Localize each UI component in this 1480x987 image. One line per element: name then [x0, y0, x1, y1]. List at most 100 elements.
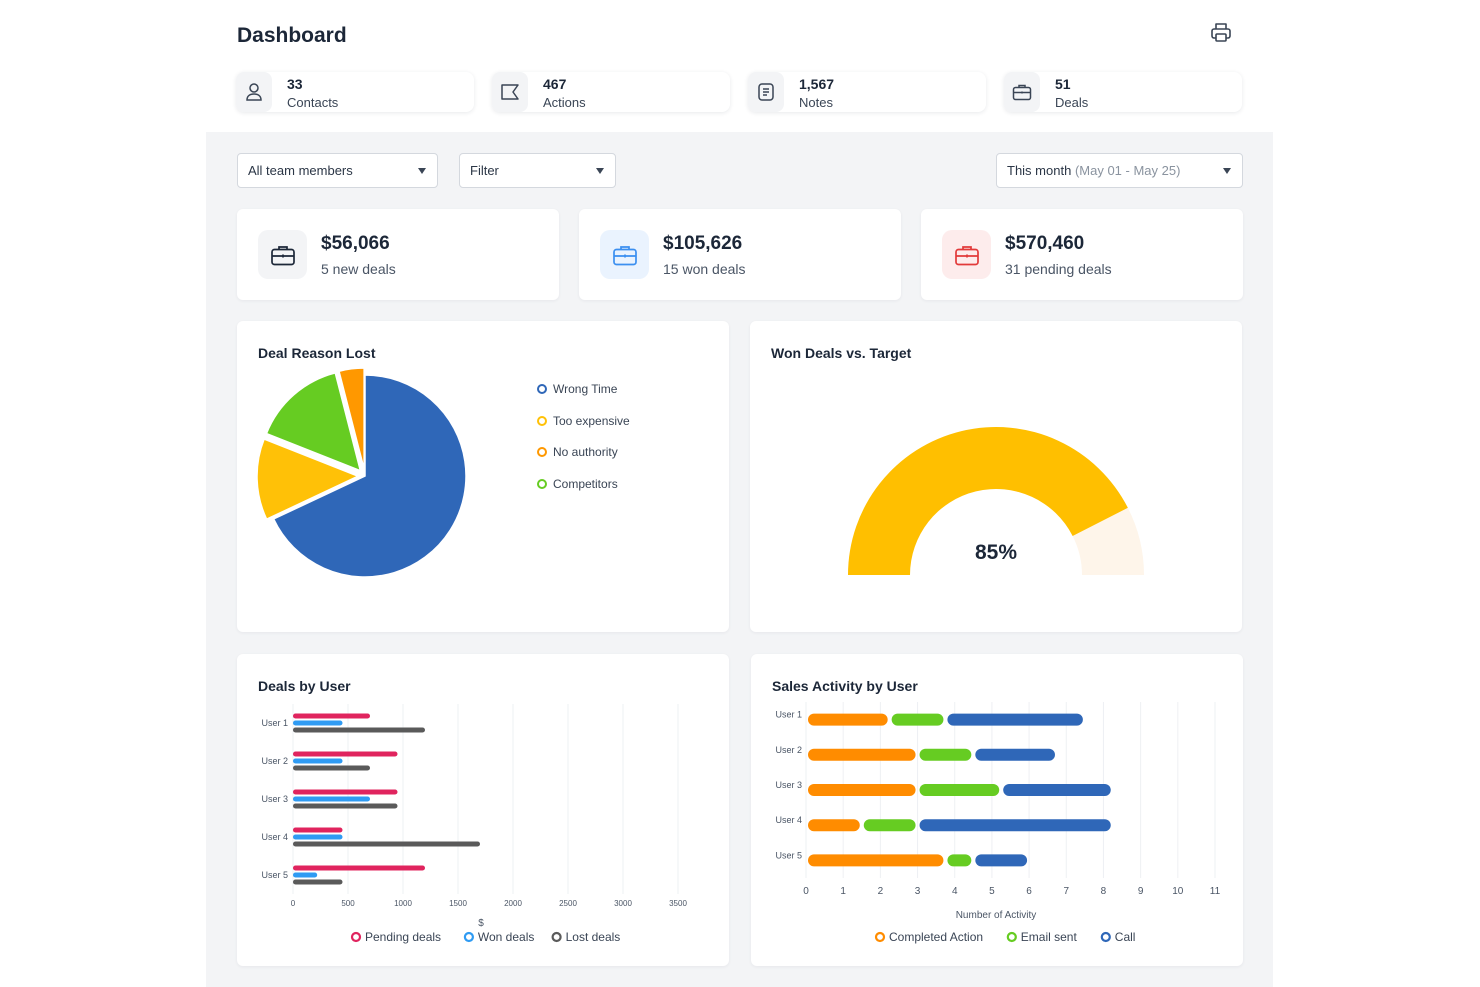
bar-completed-action-user-5[interactable] [808, 854, 944, 867]
stat-label: Deals [1055, 95, 1089, 110]
x-axis-label: $ [478, 918, 484, 929]
x-tick-label: 10 [1172, 886, 1184, 897]
bar-call-user-2[interactable] [975, 748, 1055, 761]
x-tick-label: 11 [1210, 886, 1221, 897]
bar-call-user-4[interactable] [919, 819, 1111, 832]
bar-won-deals-user-2[interactable] [293, 758, 343, 764]
legend-item-no-authority[interactable]: No authority [537, 445, 618, 459]
deal-label: 31 pending deals [1005, 261, 1112, 277]
bar-pending-deals-user-1[interactable] [293, 713, 370, 719]
bar-email-sent-user-4[interactable] [863, 819, 916, 832]
chevron-down-icon [596, 168, 604, 174]
stat-card-actions[interactable]: 467 Actions [492, 72, 730, 112]
bar-completed-action-user-4[interactable] [808, 819, 860, 832]
pie-slice-wrong-time[interactable] [272, 374, 467, 578]
stat-card-contacts[interactable]: 33 Contacts [236, 72, 474, 112]
gauge-fill [848, 426, 1128, 575]
bar-email-sent-user-1[interactable] [891, 713, 944, 726]
bar-lost-deals-user-4[interactable] [293, 841, 480, 847]
y-category-label: User 5 [775, 850, 802, 860]
bar-won-deals-user-5[interactable] [293, 872, 318, 878]
bar-completed-action-user-3[interactable] [808, 784, 916, 796]
y-category-label: User 1 [775, 710, 802, 720]
team-member-select[interactable]: All team members [237, 153, 438, 188]
legend-item-pending-deals[interactable]: Pending deals [350, 930, 441, 944]
bar-completed-action-user-1[interactable] [808, 713, 888, 726]
legend-item-lost-deals[interactable]: Lost deals [551, 930, 621, 944]
bar-pending-deals-user-3[interactable] [293, 789, 398, 795]
deal-card-pending[interactable]: $570,460 31 pending deals [921, 209, 1243, 300]
bar-lost-deals-user-3[interactable] [293, 803, 398, 809]
panel-title: Sales Activity by User [772, 678, 918, 694]
legend-label: Wrong Time [553, 382, 618, 396]
bar-won-deals-user-4[interactable] [293, 834, 343, 840]
legend-label: Completed Action [889, 930, 983, 944]
note-icon [758, 83, 774, 101]
bar-won-deals-user-1[interactable] [293, 720, 343, 726]
user-icon [246, 83, 262, 101]
bar-pending-deals-user-2[interactable] [293, 751, 398, 757]
bar-email-sent-user-2[interactable] [919, 748, 972, 761]
y-category-label: User 2 [775, 745, 802, 755]
stat-card-deals[interactable]: 51 Deals [1004, 72, 1242, 112]
bar-lost-deals-user-1[interactable] [293, 727, 425, 733]
bar-won-deals-user-3[interactable] [293, 796, 370, 802]
bar-call-user-3[interactable] [1003, 784, 1111, 796]
bar-lost-deals-user-2[interactable] [293, 765, 370, 771]
x-tick-label: 500 [341, 899, 355, 908]
y-category-label: User 2 [261, 756, 288, 766]
x-axis-label: Number of Activity [956, 910, 1037, 921]
x-tick-label: 8 [1101, 886, 1107, 897]
bar-call-user-1[interactable] [947, 713, 1083, 726]
bar-completed-action-user-2[interactable] [808, 748, 916, 761]
printer-icon [1211, 23, 1231, 42]
bar-email-sent-user-3[interactable] [919, 784, 1000, 796]
gauge-value-label: 85% [975, 541, 1017, 564]
legend-marker [350, 931, 362, 943]
deal-card-won[interactable]: $105,626 15 won deals [579, 209, 901, 300]
pie-slice-too-expensive[interactable] [256, 438, 360, 521]
bar-lost-deals-user-5[interactable] [293, 879, 343, 885]
gauge-chart: 85% [848, 426, 1144, 575]
bar-email-sent-user-5[interactable] [947, 854, 972, 867]
stat-label: Notes [799, 95, 833, 110]
pie-chart [256, 367, 467, 578]
legend-label: Call [1115, 930, 1136, 944]
print-button[interactable] [1208, 20, 1234, 46]
legend-label: Email sent [1021, 930, 1078, 944]
stat-label: Actions [543, 95, 586, 110]
bar-pending-deals-user-4[interactable] [293, 827, 343, 833]
legend-marker [1006, 931, 1017, 943]
deals-by-user-panel: Deals by User 0 500 1000 1500 2000 2500 3000 35… [237, 654, 729, 966]
legend-marker [1100, 931, 1111, 943]
x-tick-label: 0 [291, 899, 296, 908]
legend-item-won-deals[interactable]: Won deals [463, 930, 534, 944]
bar-pending-deals-user-5[interactable] [293, 865, 425, 871]
legend-label: No authority [553, 445, 618, 459]
sales-activity-chart: 0 1 2 3 4 5 6 7 8 9 10 11 User 1 User 2 User 3 User 4 Us… [775, 702, 1221, 944]
x-tick-label: 6 [1026, 886, 1032, 897]
panel-title: Deals by User [258, 678, 351, 694]
x-tick-label: 2000 [504, 899, 522, 908]
legend-item-wrong-time[interactable]: Wrong Time [537, 382, 617, 396]
legend-marker [537, 478, 547, 489]
filter-select[interactable]: Filter [459, 153, 616, 188]
pie-slice-no-authority[interactable] [338, 367, 365, 470]
stat-value: 467 [543, 76, 567, 92]
legend-item-completed-action[interactable]: Completed Action [874, 930, 983, 944]
y-category-label: User 3 [775, 780, 802, 790]
date-range-select[interactable]: This month (May 01 - May 25) [996, 153, 1243, 188]
deal-card-new[interactable]: $56,066 5 new deals [237, 209, 559, 300]
legend-marker [551, 931, 562, 943]
legend-item-competitors[interactable]: Competitors [537, 477, 618, 491]
y-category-label: User 3 [261, 794, 288, 804]
briefcase-icon [612, 245, 637, 265]
bar-call-user-5[interactable] [975, 854, 1028, 867]
stat-card-notes[interactable]: 1,567 Notes [748, 72, 986, 112]
briefcase-icon [1012, 84, 1032, 101]
y-category-label: User 1 [261, 718, 288, 728]
legend-item-too-expensive[interactable]: Too expensive [537, 414, 630, 428]
legend-item-call[interactable]: Call [1100, 930, 1136, 944]
pie-slice-competitors[interactable] [265, 372, 362, 472]
legend-item-email-sent[interactable]: Email sent [1006, 930, 1078, 944]
